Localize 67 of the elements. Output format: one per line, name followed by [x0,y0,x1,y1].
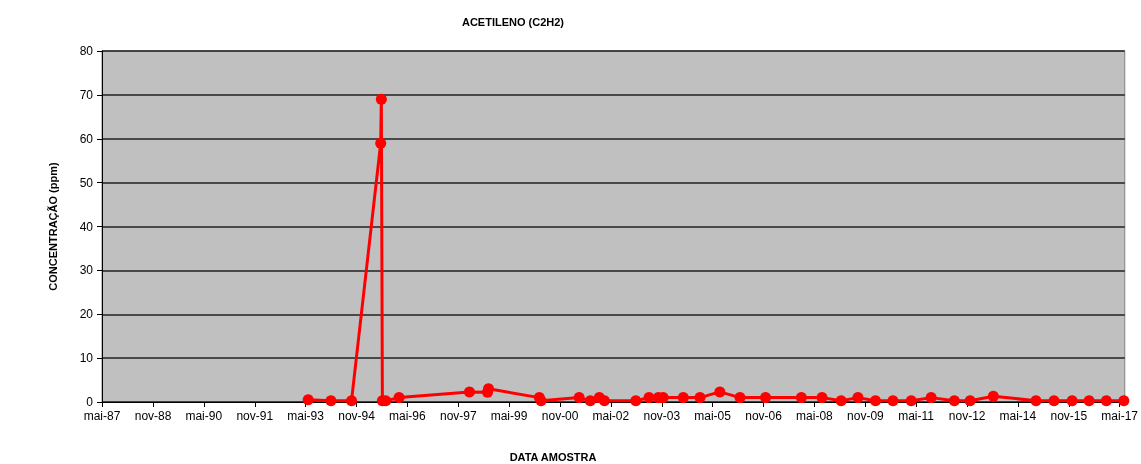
point [1083,395,1095,407]
y-tick-label: 70 [79,87,94,102]
x-tick-label: nov-09 [847,409,885,423]
x-tick-label: mai-96 [389,409,427,423]
x-tick-label: nov-00 [541,409,579,423]
point [346,395,358,407]
point [964,395,976,407]
y-tick-label: 0 [86,395,94,409]
point [948,395,960,407]
point [598,395,610,407]
x-tick-label: mai-90 [185,409,223,423]
x-tick-label: mai-17 [1101,409,1139,423]
point [584,395,596,407]
point [1048,395,1060,407]
point [835,395,847,407]
x-tick-label: mai-05 [694,409,732,423]
point [887,395,899,407]
point [816,392,828,404]
y-tick-label: 50 [79,175,94,190]
y-tick-label: 30 [79,263,94,278]
point [714,386,726,398]
point [325,395,337,407]
y-tick-label: 60 [79,131,94,146]
x-tick-label: mai-11 [898,409,935,423]
y-tick-label: 80 [79,44,94,58]
x-tick-label: mai-99 [490,409,528,423]
point [905,395,917,407]
y-axis-title: CONCENTRAÇÃO (ppm) [46,162,59,291]
y-tick-label: 10 [79,351,94,366]
point [677,392,689,404]
y-tick-label: 40 [79,219,94,234]
point [375,93,387,105]
point [1030,395,1042,407]
x-tick-label: nov-94 [338,409,376,423]
x-tick-label: nov-12 [948,409,986,423]
x-tick-label: nov-91 [236,409,274,423]
point [463,386,475,398]
point [573,392,585,404]
x-tick-label: nov-15 [1050,409,1088,423]
point [393,392,405,404]
x-axis-title: DATA AMOSTRA [509,451,597,463]
point [643,392,655,404]
point [1066,395,1078,407]
point [760,392,772,404]
point [375,137,387,149]
chart-title: ACETILENO (C2H2) [461,15,565,28]
x-tick-label: nov-03 [643,409,681,423]
point [630,395,642,407]
point [1100,395,1112,407]
point [734,392,746,404]
point [852,392,864,404]
point [870,395,882,407]
point [694,392,706,404]
x-tick-label: mai-08 [796,409,834,423]
x-tick-label: mai-02 [592,409,630,423]
x-tick-label: mai-93 [287,409,325,423]
x-tick-label: nov-06 [745,409,783,423]
point [925,392,937,404]
x-tick-label: mai-87 [83,409,121,423]
x-tick-label: nov-97 [439,409,477,423]
point [987,390,999,402]
y-tick-label: 20 [79,307,94,322]
point [795,392,807,404]
x-tick-label: nov-88 [134,409,172,423]
point [1118,395,1130,407]
x-tick-label: mai-14 [999,409,1037,423]
point [302,394,314,406]
